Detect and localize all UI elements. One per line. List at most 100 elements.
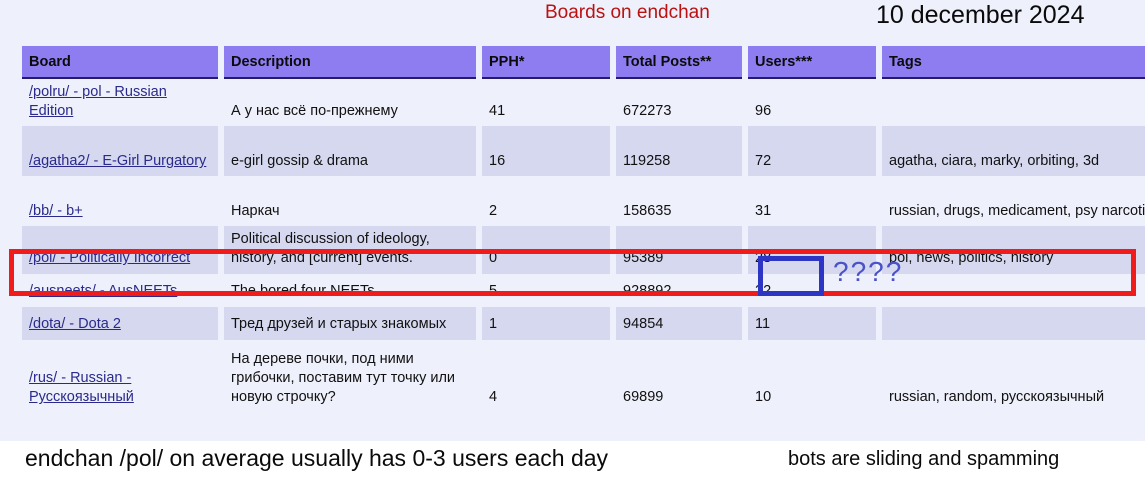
cell-tags: russian, random, русскоязычный xyxy=(882,340,1145,413)
table-row: /agatha2/ - E-Girl Purgatory e-girl gossi… xyxy=(22,126,1145,177)
cell-pph: 0 xyxy=(482,226,610,274)
caption-band xyxy=(0,441,1145,482)
column-header-total-posts[interactable]: Total Posts** xyxy=(616,46,742,79)
cell-tags xyxy=(882,79,1145,126)
cell-users-text: 10 xyxy=(755,389,772,406)
column-header-description[interactable]: Description xyxy=(224,46,476,79)
cell-pph: 41 xyxy=(482,79,610,126)
column-header-board[interactable]: Board xyxy=(22,46,218,79)
cell-tags: russian, drugs, medicament, psy narcotic xyxy=(882,176,1145,226)
header-strip: Boards on endchan 10 december 2024 xyxy=(0,0,1145,40)
board-link[interactable]: /polru/ - pol - Russian Edition xyxy=(29,84,167,120)
column-header-pph[interactable]: PPH* xyxy=(482,46,610,79)
cell-pph: 4 xyxy=(482,340,610,413)
cell-total-posts-text: 95389 xyxy=(623,250,664,267)
cell-board: /pol/ - Politically Incorrect xyxy=(22,226,218,274)
cell-total-posts: 94854 xyxy=(616,306,742,340)
cell-pph: 1 xyxy=(482,306,610,340)
cell-users-text: 31 xyxy=(755,203,772,220)
cell-pph-text: 41 xyxy=(489,103,506,120)
cell-tags-text: agatha, ciara, marky, orbiting, 3d xyxy=(889,153,1100,170)
column-header-users[interactable]: Users*** xyxy=(748,46,876,79)
cell-total-posts: 119258 xyxy=(616,126,742,177)
cell-description-text: The bored four NEETs xyxy=(231,283,375,300)
cell-description: Тред друзей и старых знакомых xyxy=(224,306,476,340)
cell-users: 72 xyxy=(748,126,876,177)
cell-description-text: e-girl gossip & drama xyxy=(231,153,368,170)
cell-tags-text: russian, drugs, medicament, psy narcotic xyxy=(889,203,1145,220)
column-header-tags[interactable]: Tags xyxy=(882,46,1145,79)
cell-pph-text: 5 xyxy=(489,283,498,300)
cell-description-text: Тред друзей и старых знакомых xyxy=(231,316,447,333)
cell-total-posts-text: 69899 xyxy=(623,389,664,406)
cell-users-text: 11 xyxy=(755,316,771,333)
cell-total-posts: 928892 xyxy=(616,274,742,307)
question-marks-annotation: ???? xyxy=(833,256,904,287)
cell-total-posts: 158635 xyxy=(616,176,742,226)
cell-total-posts-text: 928892 xyxy=(623,283,672,300)
cell-board: /dota/ - Dota 2 xyxy=(22,306,218,340)
caption-right: bots are sliding and spamming xyxy=(788,448,1060,470)
cell-users: 11 xyxy=(748,306,876,340)
table-header-row: Board Description PPH* Total Posts** Use… xyxy=(22,46,1145,79)
cell-total-posts: 672273 xyxy=(616,79,742,126)
cell-total-posts: 69899 xyxy=(616,340,742,413)
cell-tags xyxy=(882,274,1145,307)
board-link[interactable]: /rus/ - Russian - Русскоязычный xyxy=(29,370,134,406)
cell-total-posts: 95389 xyxy=(616,226,742,274)
cell-tags xyxy=(882,306,1145,340)
cell-users: 10 xyxy=(748,340,876,413)
cell-board: /polru/ - pol - Russian Edition xyxy=(22,79,218,126)
board-link[interactable]: /agatha2/ - E-Girl Purgatory xyxy=(29,153,207,170)
cell-tags: agatha, ciara, marky, orbiting, 3d xyxy=(882,126,1145,177)
cell-pph-text: 0 xyxy=(489,250,498,267)
cell-description: Political discussion of ideology, histor… xyxy=(224,226,476,274)
board-link[interactable]: /ausneets/ - AusNEETs xyxy=(29,283,178,300)
cell-description-text: Political discussion of ideology, histor… xyxy=(231,231,430,267)
cell-pph-text: 4 xyxy=(489,389,498,406)
cell-board: /ausneets/ - AusNEETs xyxy=(22,274,218,307)
board-link[interactable]: /pol/ - Politically Incorrect xyxy=(29,250,191,267)
cell-users: 31 xyxy=(748,176,876,226)
cell-users-text: 28 xyxy=(755,250,772,267)
cell-description-text: На дереве почки, под ними грибочки, пост… xyxy=(231,351,456,406)
table-row: /ausneets/ - AusNEETs The bored four NEET… xyxy=(22,274,1145,307)
caption-left: endchan /pol/ on average usually has 0-3… xyxy=(25,445,609,471)
cell-users-text: 22 xyxy=(755,283,772,300)
cell-board: /agatha2/ - E-Girl Purgatory xyxy=(22,126,218,177)
cell-description: А у нас всё по-прежнему xyxy=(224,79,476,126)
cell-total-posts-text: 158635 xyxy=(623,203,672,220)
cell-description: e-girl gossip & drama xyxy=(224,126,476,177)
date-stamp: 10 december 2024 xyxy=(876,1,1085,29)
cell-tags-text: russian, random, русскоязычный xyxy=(889,389,1105,406)
cell-total-posts-text: 119258 xyxy=(623,153,671,170)
cell-description-text: А у нас всё по-прежнему xyxy=(231,103,398,120)
cell-description-text: Наркач xyxy=(231,203,280,220)
board-link[interactable]: /dota/ - Dota 2 xyxy=(29,316,121,333)
cell-description: The bored four NEETs xyxy=(224,274,476,307)
cell-pph: 16 xyxy=(482,126,610,177)
cell-description: Наркач xyxy=(224,176,476,226)
table-row: /dota/ - Dota 2 Тред друзей и старых знак… xyxy=(22,306,1145,340)
cell-total-posts-text: 94854 xyxy=(623,316,664,333)
cell-tags-text: pol, news, politics, history xyxy=(889,250,1054,267)
cell-tags: pol, news, politics, history xyxy=(882,226,1145,274)
cell-users: 96 xyxy=(748,79,876,126)
cell-pph-text: 2 xyxy=(489,203,498,220)
boards-table: Board Description PPH* Total Posts** Use… xyxy=(16,46,1145,413)
table-row: /bb/ - b+ Наркач 2 158635 31 russian, drugs, … xyxy=(22,176,1145,226)
cell-users-text: 72 xyxy=(755,153,772,170)
board-link[interactable]: /bb/ - b+ xyxy=(29,203,83,220)
table-row: /pol/ - Politically Incorrect Political d… xyxy=(22,226,1145,274)
cell-pph-text: 1 xyxy=(489,316,498,333)
cell-pph: 5 xyxy=(482,274,610,307)
page-title: Boards on endchan xyxy=(545,2,710,23)
cell-board: /bb/ - b+ xyxy=(22,176,218,226)
cell-pph-text: 16 xyxy=(489,153,506,170)
table-row: /polru/ - pol - Russian Edition А у нас в… xyxy=(22,79,1145,126)
cell-board: /rus/ - Russian - Русскоязычный xyxy=(22,340,218,413)
cell-total-posts-text: 672273 xyxy=(623,103,672,120)
cell-description: На дереве почки, под ними грибочки, пост… xyxy=(224,340,476,413)
boards-table-body: /polru/ - pol - Russian Edition А у нас в… xyxy=(22,79,1145,413)
table-row: /rus/ - Russian - Русскоязычный На дереве… xyxy=(22,340,1145,413)
